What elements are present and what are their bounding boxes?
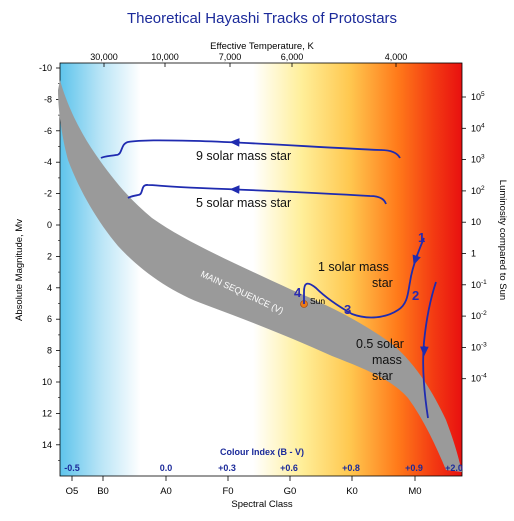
colour-index-label: Colour Index (B - V) xyxy=(220,447,304,457)
right-tick-label: 104 xyxy=(471,122,485,133)
colour-index-tick: -0.5 xyxy=(64,463,80,473)
stage-1-label: 1 xyxy=(418,230,425,245)
left-tick-label: -8 xyxy=(44,94,52,104)
track-0-5-solar-mass xyxy=(422,281,437,419)
sun-label: Sun xyxy=(310,296,325,306)
track-1-solar-mass xyxy=(303,237,425,319)
left-axis-ticks: -10 -8 -6 -4 -2 0 2 4 6 8 10 12 14 xyxy=(39,63,60,461)
right-tick-label: 10 xyxy=(471,217,481,227)
right-axis-label: Luminosity compared to Sun xyxy=(497,180,508,300)
track-1-arrow xyxy=(412,254,421,266)
bottom-tick-label: F0 xyxy=(222,486,233,497)
right-tick-label: 10-2 xyxy=(471,310,487,321)
left-tick-label: -4 xyxy=(44,157,52,167)
top-axis-ticks: 30,000 10,000 7,000 6,000 4,000 xyxy=(90,52,407,67)
left-tick-label: 4 xyxy=(47,283,52,293)
left-tick-label: 14 xyxy=(42,440,52,450)
bottom-tick-label: B0 xyxy=(97,486,109,497)
colour-index-tick: +0.6 xyxy=(280,463,298,473)
bottom-tick-label: K0 xyxy=(346,486,358,497)
track-0-5-label-line3: star xyxy=(372,369,393,383)
left-tick-label: -6 xyxy=(44,126,52,136)
right-tick-label: 10-3 xyxy=(471,341,487,352)
plot-background xyxy=(59,62,463,477)
main-sequence-band xyxy=(58,80,462,472)
left-axis-label: Absolute Magnitude, Mv xyxy=(14,219,25,321)
top-tick-label: 6,000 xyxy=(281,52,304,62)
right-tick-label: 10-1 xyxy=(471,279,487,290)
top-tick-label: 4,000 xyxy=(385,52,408,62)
track-9-label: 9 solar mass star xyxy=(196,149,291,163)
right-tick-label: 102 xyxy=(471,185,485,196)
right-tick-label: 105 xyxy=(471,91,485,102)
left-tick-label: 6 xyxy=(47,314,52,324)
right-tick-label: 103 xyxy=(471,154,485,165)
colour-index-tick: +2.0 xyxy=(445,463,463,473)
left-tick-label: 8 xyxy=(47,346,52,356)
colour-index-tick: +0.3 xyxy=(218,463,236,473)
top-tick-label: 30,000 xyxy=(90,52,118,62)
stage-3-label: 3 xyxy=(344,302,351,317)
track-0-5-label-line2: mass xyxy=(372,353,402,367)
bottom-tick-label: G0 xyxy=(284,486,297,497)
track-0-5-label-line1: 0.5 solar xyxy=(356,337,404,351)
top-axis-label: Effective Temperature, K xyxy=(210,41,314,52)
track-9-solar-mass xyxy=(100,139,401,159)
right-tick-label: 10-4 xyxy=(471,373,487,384)
track-5-solar-mass xyxy=(127,184,387,205)
colour-index-tick: +0.8 xyxy=(342,463,360,473)
colour-index-tick: 0.0 xyxy=(160,463,173,473)
top-tick-label: 7,000 xyxy=(219,52,242,62)
left-tick-label: 10 xyxy=(42,377,52,387)
bottom-tick-label: A0 xyxy=(160,486,172,497)
bottom-tick-label: O5 xyxy=(66,486,79,497)
stage-4-label: 4 xyxy=(294,285,302,300)
track-1-label-line1: 1 solar mass xyxy=(318,260,389,274)
left-tick-label: 12 xyxy=(42,408,52,418)
top-tick-label: 10,000 xyxy=(151,52,179,62)
chart-title: Theoretical Hayashi Tracks of Protostars xyxy=(127,10,397,27)
left-tick-label: 2 xyxy=(47,251,52,261)
track-5-label: 5 solar mass star xyxy=(196,196,291,210)
bottom-axis-ticks: O5 B0 A0 F0 G0 K0 M0 xyxy=(66,476,422,497)
bottom-axis-label: Spectral Class xyxy=(231,499,292,510)
stage-2-label: 2 xyxy=(412,288,419,303)
colour-index-ticks: -0.5 0.0 +0.3 +0.6 +0.8 +0.9 +2.0 xyxy=(64,463,463,473)
bottom-tick-label: M0 xyxy=(408,486,421,497)
track-1-label-line2: star xyxy=(372,276,393,290)
left-tick-label: 0 xyxy=(47,220,52,230)
left-tick-label: -2 xyxy=(44,189,52,199)
right-tick-label: 1 xyxy=(471,249,476,259)
left-tick-label: -10 xyxy=(39,63,52,73)
colour-index-tick: +0.9 xyxy=(405,463,423,473)
